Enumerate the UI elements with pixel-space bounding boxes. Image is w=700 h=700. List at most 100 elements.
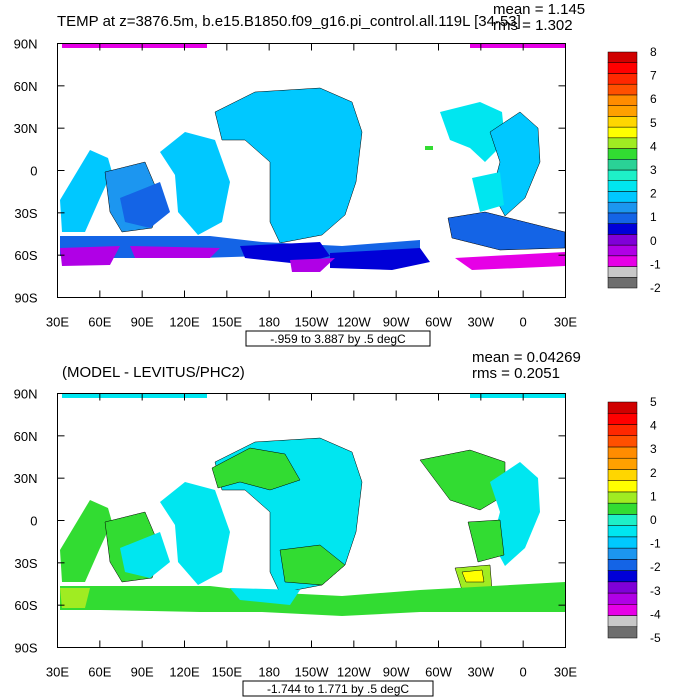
- bottom-colorbar-label: 0: [650, 513, 657, 527]
- top-southern-deep2: [330, 248, 430, 270]
- top-y-tick-label: 30N: [14, 121, 38, 136]
- top-colorbar-segment: [607, 244, 638, 257]
- top-colorbar-segment: [607, 180, 638, 192]
- bottom-colorbar-segment: [607, 592, 638, 605]
- bottom-indian-west: [60, 500, 112, 582]
- bottom-y-tick-label: 30S: [14, 556, 37, 571]
- bottom-y-tick-label: 60N: [14, 429, 38, 444]
- top-pacific: [214, 87, 363, 244]
- top-contour-info-box: [245, 330, 431, 347]
- top-y-tick-label: 0: [30, 164, 37, 179]
- bottom-x-tick-label: 0: [520, 665, 527, 680]
- bottom-y-tick-label: 60S: [14, 598, 37, 613]
- top-atlantic-south: [447, 211, 566, 251]
- top-x-tick-label: 0: [520, 315, 527, 330]
- bottom-title: (MODEL - LEVITUS/PHC2): [62, 364, 245, 381]
- bottom-colorbar-label: -2: [650, 560, 661, 574]
- top-colorbar-segment: [607, 234, 638, 246]
- top-y-ticks: 90N 60N 30N 0 30S 60S 90S: [14, 37, 566, 306]
- bottom-southern-cyan: [230, 588, 300, 605]
- bottom-arctic-left: [62, 393, 207, 398]
- bottom-x-tick-label: 60E: [88, 665, 111, 680]
- top-colorbar-label: 0: [650, 234, 657, 248]
- bottom-x-tick-label: 120W: [337, 665, 372, 680]
- bottom-atlantic-central: [467, 519, 505, 563]
- top-x-tick-label: 60E: [88, 315, 111, 330]
- bottom-colorbar: [607, 401, 638, 639]
- top-colorbar-label: 7: [650, 69, 657, 83]
- top-colorbar: [607, 51, 638, 289]
- top-x-tick-label: 90E: [131, 315, 154, 330]
- top-colorbar-segment: [607, 62, 638, 74]
- bottom-map-svg: (MODEL - LEVITUS/PHC2) mean = 0.04269 rm…: [14, 350, 661, 697]
- top-colorbar-segment: [607, 148, 638, 160]
- top-y-tick-label: 60S: [14, 248, 37, 263]
- bottom-colorbar-segment: [607, 525, 638, 538]
- bottom-colorbar-segment: [607, 581, 638, 594]
- bottom-arctic-right: [470, 393, 565, 398]
- bottom-north-pacific-green: [211, 447, 301, 491]
- bottom-colorbar-segment: [607, 435, 638, 448]
- bottom-colorbar-labels: 5 4 3 2 1 0 -1 -2 -3 -4 -5: [650, 395, 661, 645]
- bottom-colorbar-segment: [607, 502, 638, 515]
- top-contour-info: -.959 to 3.887 by .5 degC: [270, 332, 406, 346]
- top-colorbar-label: 1: [650, 210, 657, 224]
- top-y-tick-label: 30S: [14, 206, 37, 221]
- top-southern-deep: [240, 242, 330, 264]
- bottom-y-tick-label: 90S: [14, 641, 37, 656]
- bottom-southern-band: [60, 582, 565, 616]
- bottom-colorbar-segment: [607, 446, 638, 459]
- top-colorbar-labels: 8 7 6 5 4 3 2 1 0 -1 -2: [650, 45, 661, 295]
- top-colorbar-segment: [607, 277, 638, 289]
- bottom-y-ticks: 90N 60N 30N 0 30S 60S 90S: [14, 387, 566, 656]
- top-x-tick-label: 150E: [212, 315, 243, 330]
- bottom-colorbar-segment: [607, 424, 638, 436]
- bottom-x-tick-label: 120E: [169, 665, 200, 680]
- top-colorbar-segment: [607, 169, 638, 181]
- bottom-x-ticks: 30E 60E 90E 120E 150E 180 150W 120W 90W 60W 30W 0 30…: [46, 393, 577, 680]
- top-colorbar-segment: [607, 159, 638, 171]
- bottom-map-regions: [60, 393, 565, 616]
- bottom-south-pacific-green: [279, 544, 346, 586]
- bottom-contour-info: -1.744 to 1.771 by .5 degC: [267, 682, 409, 696]
- bottom-rms: rms = 0.2051: [472, 365, 560, 382]
- bottom-x-tick-label: 150E: [212, 665, 243, 680]
- top-x-tick-label: 30W: [467, 315, 494, 330]
- top-x-tick-label: 120W: [337, 315, 372, 330]
- top-title: TEMP at z=3876.5m, b.e15.B1850.f09_g16.p…: [57, 13, 521, 30]
- bottom-atlantic-yellow: [461, 569, 485, 583]
- top-x-tick-label: 30E: [554, 315, 577, 330]
- bottom-contour-info-box: [242, 680, 434, 697]
- top-atlantic-central: [472, 172, 504, 212]
- top-x-tick-label: 30E: [46, 315, 69, 330]
- top-colorbar-segment: [607, 105, 638, 117]
- bottom-colorbar-segment: [607, 401, 638, 414]
- bottom-y-tick-label: 0: [30, 514, 37, 529]
- top-arctic-right: [470, 43, 565, 48]
- top-colorbar-label: 6: [650, 92, 657, 106]
- top-x-tick-label: 120E: [169, 315, 200, 330]
- top-colorbar-label: -2: [650, 281, 661, 295]
- bottom-y-tick-label: 30N: [14, 471, 38, 486]
- top-colorbar-segment: [607, 201, 638, 214]
- top-x-tick-label: 90W: [383, 315, 410, 330]
- bottom-x-tick-label: 60W: [425, 665, 452, 680]
- top-mean: mean = 1.145: [493, 1, 585, 18]
- bottom-x-tick-label: 90E: [131, 665, 154, 680]
- bottom-colorbar-segment: [607, 514, 638, 526]
- bottom-colorbar-label: 3: [650, 442, 657, 456]
- bottom-x-tick-label: 180: [258, 665, 280, 680]
- top-panel: TEMP at z=3876.5m, b.e15.B1850.f09_g16.p…: [14, 1, 661, 347]
- bottom-x-tick-label: 30E: [46, 665, 69, 680]
- top-atlantic-east: [489, 111, 541, 217]
- top-x-tick-label: 180: [258, 315, 280, 330]
- bottom-colorbar-segment: [607, 547, 638, 560]
- top-southern-purple-right: [290, 258, 335, 272]
- top-colorbar-label: 2: [650, 187, 657, 201]
- bottom-panel: (MODEL - LEVITUS/PHC2) mean = 0.04269 rm…: [0, 350, 700, 700]
- top-colorbar-segment: [607, 51, 638, 63]
- bottom-colorbar-segment: [607, 412, 638, 425]
- top-colorbar-segment: [607, 223, 638, 235]
- top-map-regions: [60, 43, 566, 272]
- top-colorbar-segment: [607, 73, 638, 85]
